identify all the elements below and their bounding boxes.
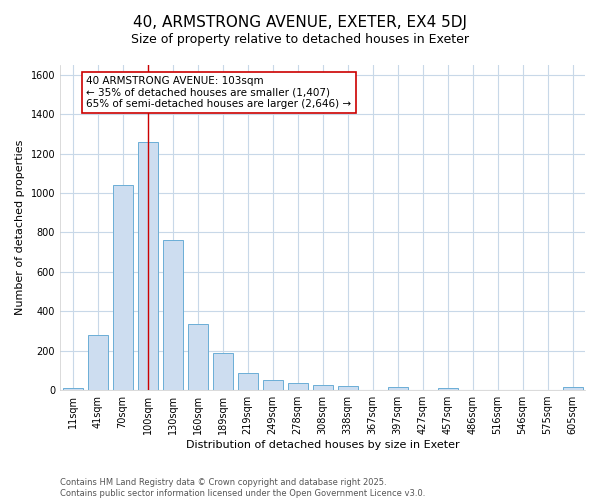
- Bar: [88, 335, 107, 390]
- Bar: [388, 387, 407, 390]
- Text: Contains HM Land Registry data © Crown copyright and database right 2025.
Contai: Contains HM Land Registry data © Crown c…: [60, 478, 425, 498]
- Bar: [212, 352, 233, 390]
- Bar: [62, 388, 83, 390]
- Bar: [188, 324, 208, 390]
- Bar: [338, 386, 358, 390]
- Bar: [113, 185, 133, 390]
- Bar: [313, 385, 332, 390]
- Text: Size of property relative to detached houses in Exeter: Size of property relative to detached ho…: [131, 32, 469, 46]
- Text: 40, ARMSTRONG AVENUE, EXETER, EX4 5DJ: 40, ARMSTRONG AVENUE, EXETER, EX4 5DJ: [133, 15, 467, 30]
- Bar: [287, 383, 308, 390]
- Y-axis label: Number of detached properties: Number of detached properties: [15, 140, 25, 315]
- Text: 40 ARMSTRONG AVENUE: 103sqm
← 35% of detached houses are smaller (1,407)
65% of : 40 ARMSTRONG AVENUE: 103sqm ← 35% of det…: [86, 76, 352, 109]
- Bar: [563, 387, 583, 390]
- Bar: [137, 142, 158, 390]
- Bar: [163, 240, 182, 390]
- X-axis label: Distribution of detached houses by size in Exeter: Distribution of detached houses by size …: [186, 440, 460, 450]
- Bar: [263, 380, 283, 390]
- Bar: [238, 374, 257, 390]
- Bar: [437, 388, 458, 390]
